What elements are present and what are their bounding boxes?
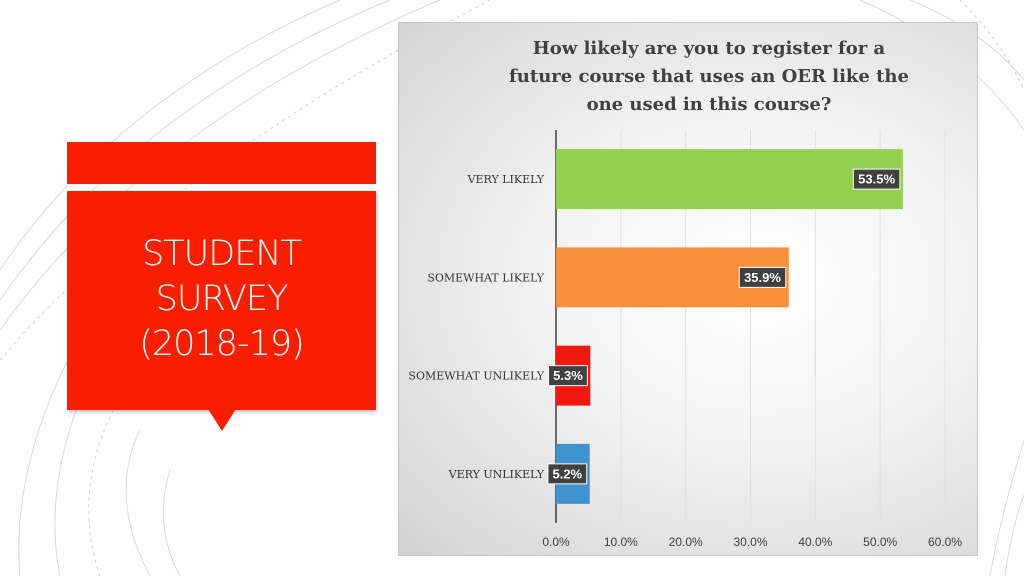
- data-label: 5.2%: [552, 466, 582, 481]
- slide-title-line-1: STUDENT: [142, 234, 302, 274]
- y-category-label: SOMEWHAT LIKELY: [427, 271, 544, 284]
- slide-title-line-3: (2018-19): [139, 324, 305, 364]
- title-box-pointer: [208, 409, 236, 431]
- title-box: [67, 191, 376, 410]
- chart-title-line: How likely are you to register for a: [533, 38, 886, 59]
- y-category-label: SOMEWHAT UNLIKELY: [408, 370, 544, 383]
- data-label-box: [548, 365, 588, 387]
- data-label: 35.9%: [744, 270, 781, 285]
- data-label-box: [547, 463, 588, 485]
- x-tick-label: 40.0%: [798, 535, 832, 549]
- bar: [556, 149, 903, 210]
- x-tick-label: 60.0%: [928, 535, 962, 549]
- y-category-label: VERY UNLIKELY: [448, 468, 545, 481]
- slide-title-line-2: SURVEY: [155, 279, 289, 319]
- chart-title-line: one used in this course?: [587, 94, 832, 115]
- title-accent-bar: [67, 142, 376, 184]
- x-tick-label: 30.0%: [733, 535, 767, 549]
- data-label: 53.5%: [858, 172, 895, 187]
- x-tick-label: 20.0%: [669, 535, 703, 549]
- chart-panel: How likely are you to register for a futu…: [398, 22, 978, 556]
- data-label: 5.3%: [553, 368, 583, 383]
- bar-chart: How likely are you to register for a futu…: [408, 38, 962, 549]
- data-label-box: [738, 266, 787, 288]
- chart-title-line: future course that uses an OER like the: [509, 66, 909, 87]
- x-tick-label: 50.0%: [863, 535, 897, 549]
- data-label-box: [852, 168, 901, 190]
- x-tick-label: 0.0%: [542, 535, 570, 549]
- slide-title: STUDENT SURVEY (2018-19): [67, 232, 376, 367]
- y-category-label: VERY LIKELY: [467, 173, 545, 186]
- x-tick-label: 10.0%: [604, 535, 638, 549]
